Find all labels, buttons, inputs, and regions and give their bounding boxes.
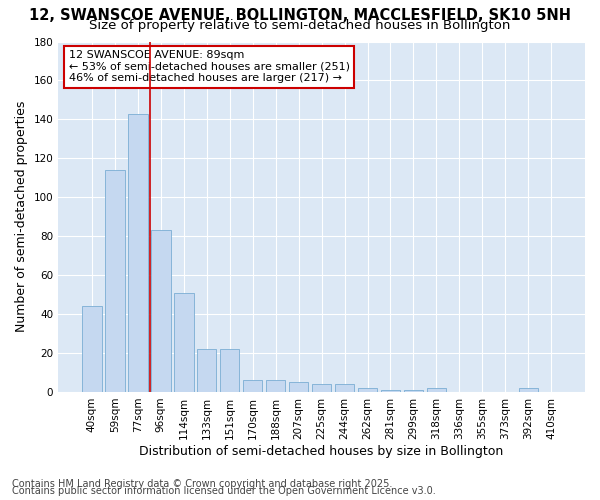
Bar [518, 388, 538, 392]
Text: Contains public sector information licensed under the Open Government Licence v3: Contains public sector information licen… [12, 486, 436, 496]
Bar [197, 349, 217, 392]
Bar [358, 388, 377, 392]
Text: Contains HM Land Registry data © Crown copyright and database right 2025.: Contains HM Land Registry data © Crown c… [12, 479, 392, 489]
Bar [174, 292, 194, 392]
Bar [312, 384, 331, 392]
Bar [381, 390, 400, 392]
Bar [266, 380, 286, 392]
Bar [243, 380, 262, 392]
Bar [128, 114, 148, 392]
Bar [105, 170, 125, 392]
Bar [220, 349, 239, 392]
Bar [427, 388, 446, 392]
Bar [289, 382, 308, 392]
Bar [335, 384, 355, 392]
Text: 12 SWANSCOE AVENUE: 89sqm
← 53% of semi-detached houses are smaller (251)
46% of: 12 SWANSCOE AVENUE: 89sqm ← 53% of semi-… [69, 50, 350, 84]
Bar [82, 306, 101, 392]
Text: 12, SWANSCOE AVENUE, BOLLINGTON, MACCLESFIELD, SK10 5NH: 12, SWANSCOE AVENUE, BOLLINGTON, MACCLES… [29, 8, 571, 22]
Bar [404, 390, 423, 392]
X-axis label: Distribution of semi-detached houses by size in Bollington: Distribution of semi-detached houses by … [139, 444, 504, 458]
Bar [151, 230, 170, 392]
Y-axis label: Number of semi-detached properties: Number of semi-detached properties [15, 101, 28, 332]
Text: Size of property relative to semi-detached houses in Bollington: Size of property relative to semi-detach… [89, 18, 511, 32]
